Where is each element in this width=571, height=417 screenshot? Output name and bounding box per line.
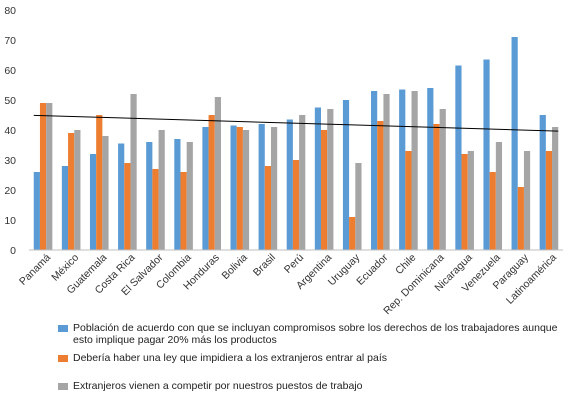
legend-item-series-3: Extranjeros vienen a competir por nuestr… (58, 380, 363, 392)
bar-series-1 (118, 143, 125, 250)
bar-series-1 (89, 154, 97, 250)
bar-series-2 (39, 103, 47, 250)
x-tick-label: Ecuador (354, 251, 390, 287)
bar-series-2 (180, 172, 187, 250)
x-tick-label: Latinoamérica (504, 252, 559, 307)
bar-series-1 (455, 65, 462, 250)
bar-series-3 (355, 163, 362, 250)
bar-series-1 (342, 100, 350, 250)
y-tick-label: 20 (4, 185, 16, 197)
y-tick-label: 60 (4, 65, 16, 77)
bar-series-3 (383, 94, 390, 250)
legend-swatch-series-2 (58, 355, 68, 362)
bar-series-3 (214, 97, 221, 250)
bar-series-3 (158, 130, 165, 250)
trendline (33, 114, 559, 132)
bar-series-3 (411, 91, 418, 250)
bar-series-1 (230, 125, 237, 250)
bar-series-2 (96, 115, 103, 250)
bar-series-2 (152, 169, 159, 250)
legend-item-series-1: Población de acuerdo con que se incluyan… (58, 322, 563, 346)
bar-series-1 (33, 172, 40, 250)
y-tick-label: 50 (4, 95, 16, 107)
bar-series-2 (377, 121, 384, 250)
bar-series-3 (552, 127, 559, 250)
bar-series-3 (130, 94, 137, 250)
bar-series-2 (405, 151, 412, 250)
legend-label-series-2: Debería haber una ley que impidiera a lo… (73, 352, 388, 364)
bar-series-2 (124, 163, 131, 250)
bar-series-3 (439, 109, 446, 250)
legend-label-series-3: Extranjeros vienen a competir por nuestr… (73, 380, 363, 392)
bar-series-3 (74, 130, 81, 250)
bar-series-2 (545, 151, 553, 250)
legend-item-series-2: Debería haber una ley que impidiera a lo… (58, 352, 387, 364)
bar-series-1 (146, 142, 153, 250)
bar-series-2 (292, 160, 300, 250)
bar-series-1 (202, 127, 209, 250)
bar-series-1 (61, 166, 69, 250)
bar-series-3 (102, 136, 109, 250)
bar-series-1 (314, 107, 322, 250)
bar-series-3 (327, 109, 334, 250)
legend-swatch-series-3 (58, 383, 68, 390)
bar-series-1 (427, 88, 434, 250)
bar-series-2 (236, 127, 243, 250)
y-tick-label: 40 (4, 125, 16, 137)
bar-series-2 (208, 115, 215, 250)
bar-series-2 (68, 133, 75, 250)
bar-series-1 (399, 89, 406, 250)
trendline-line (33, 114, 559, 132)
bar-series-1 (511, 37, 518, 250)
x-tick-label: Brasil (251, 252, 278, 279)
x-tick-label: Perú (282, 252, 306, 276)
y-tick-label: 30 (4, 155, 16, 167)
bar-series-1 (258, 124, 265, 250)
bar-series-2 (321, 130, 328, 250)
bar-series-1 (371, 91, 378, 250)
bar-series-3 (467, 151, 474, 250)
bar-series-2 (264, 166, 271, 250)
y-tick-label: 80 (4, 5, 16, 17)
x-tick-label: Chile (393, 252, 419, 278)
bar-series-2 (349, 217, 356, 250)
x-tick-label: Bolivia (220, 252, 250, 282)
bar-series-3 (242, 130, 250, 250)
bar-series-2 (489, 172, 496, 250)
bar-series-2 (433, 124, 440, 250)
bar-series-1 (539, 115, 546, 250)
legend-swatch-series-1 (58, 325, 68, 332)
x-tick-label: Panamá (17, 252, 53, 288)
bar-series-1 (483, 59, 490, 250)
bar-series-2 (517, 187, 524, 250)
bar-series-3 (495, 142, 503, 250)
y-tick-label: 10 (4, 215, 16, 227)
bar-series-3 (186, 142, 193, 250)
bar-series-3 (523, 151, 531, 250)
bar-series-2 (461, 154, 468, 250)
y-tick-label: 70 (4, 35, 16, 47)
y-axis-labels: 0 10 20 30 40 50 60 70 80 (4, 5, 16, 257)
bars (33, 37, 559, 250)
bar-series-3 (46, 103, 53, 250)
y-tick-label: 0 (10, 245, 16, 257)
legend-label-series-1: Población de acuerdo con que se incluyan… (73, 322, 558, 346)
bar-series-3 (270, 127, 278, 250)
bar-series-3 (299, 115, 306, 250)
bar-series-1 (286, 119, 293, 250)
bar-series-1 (174, 139, 181, 250)
